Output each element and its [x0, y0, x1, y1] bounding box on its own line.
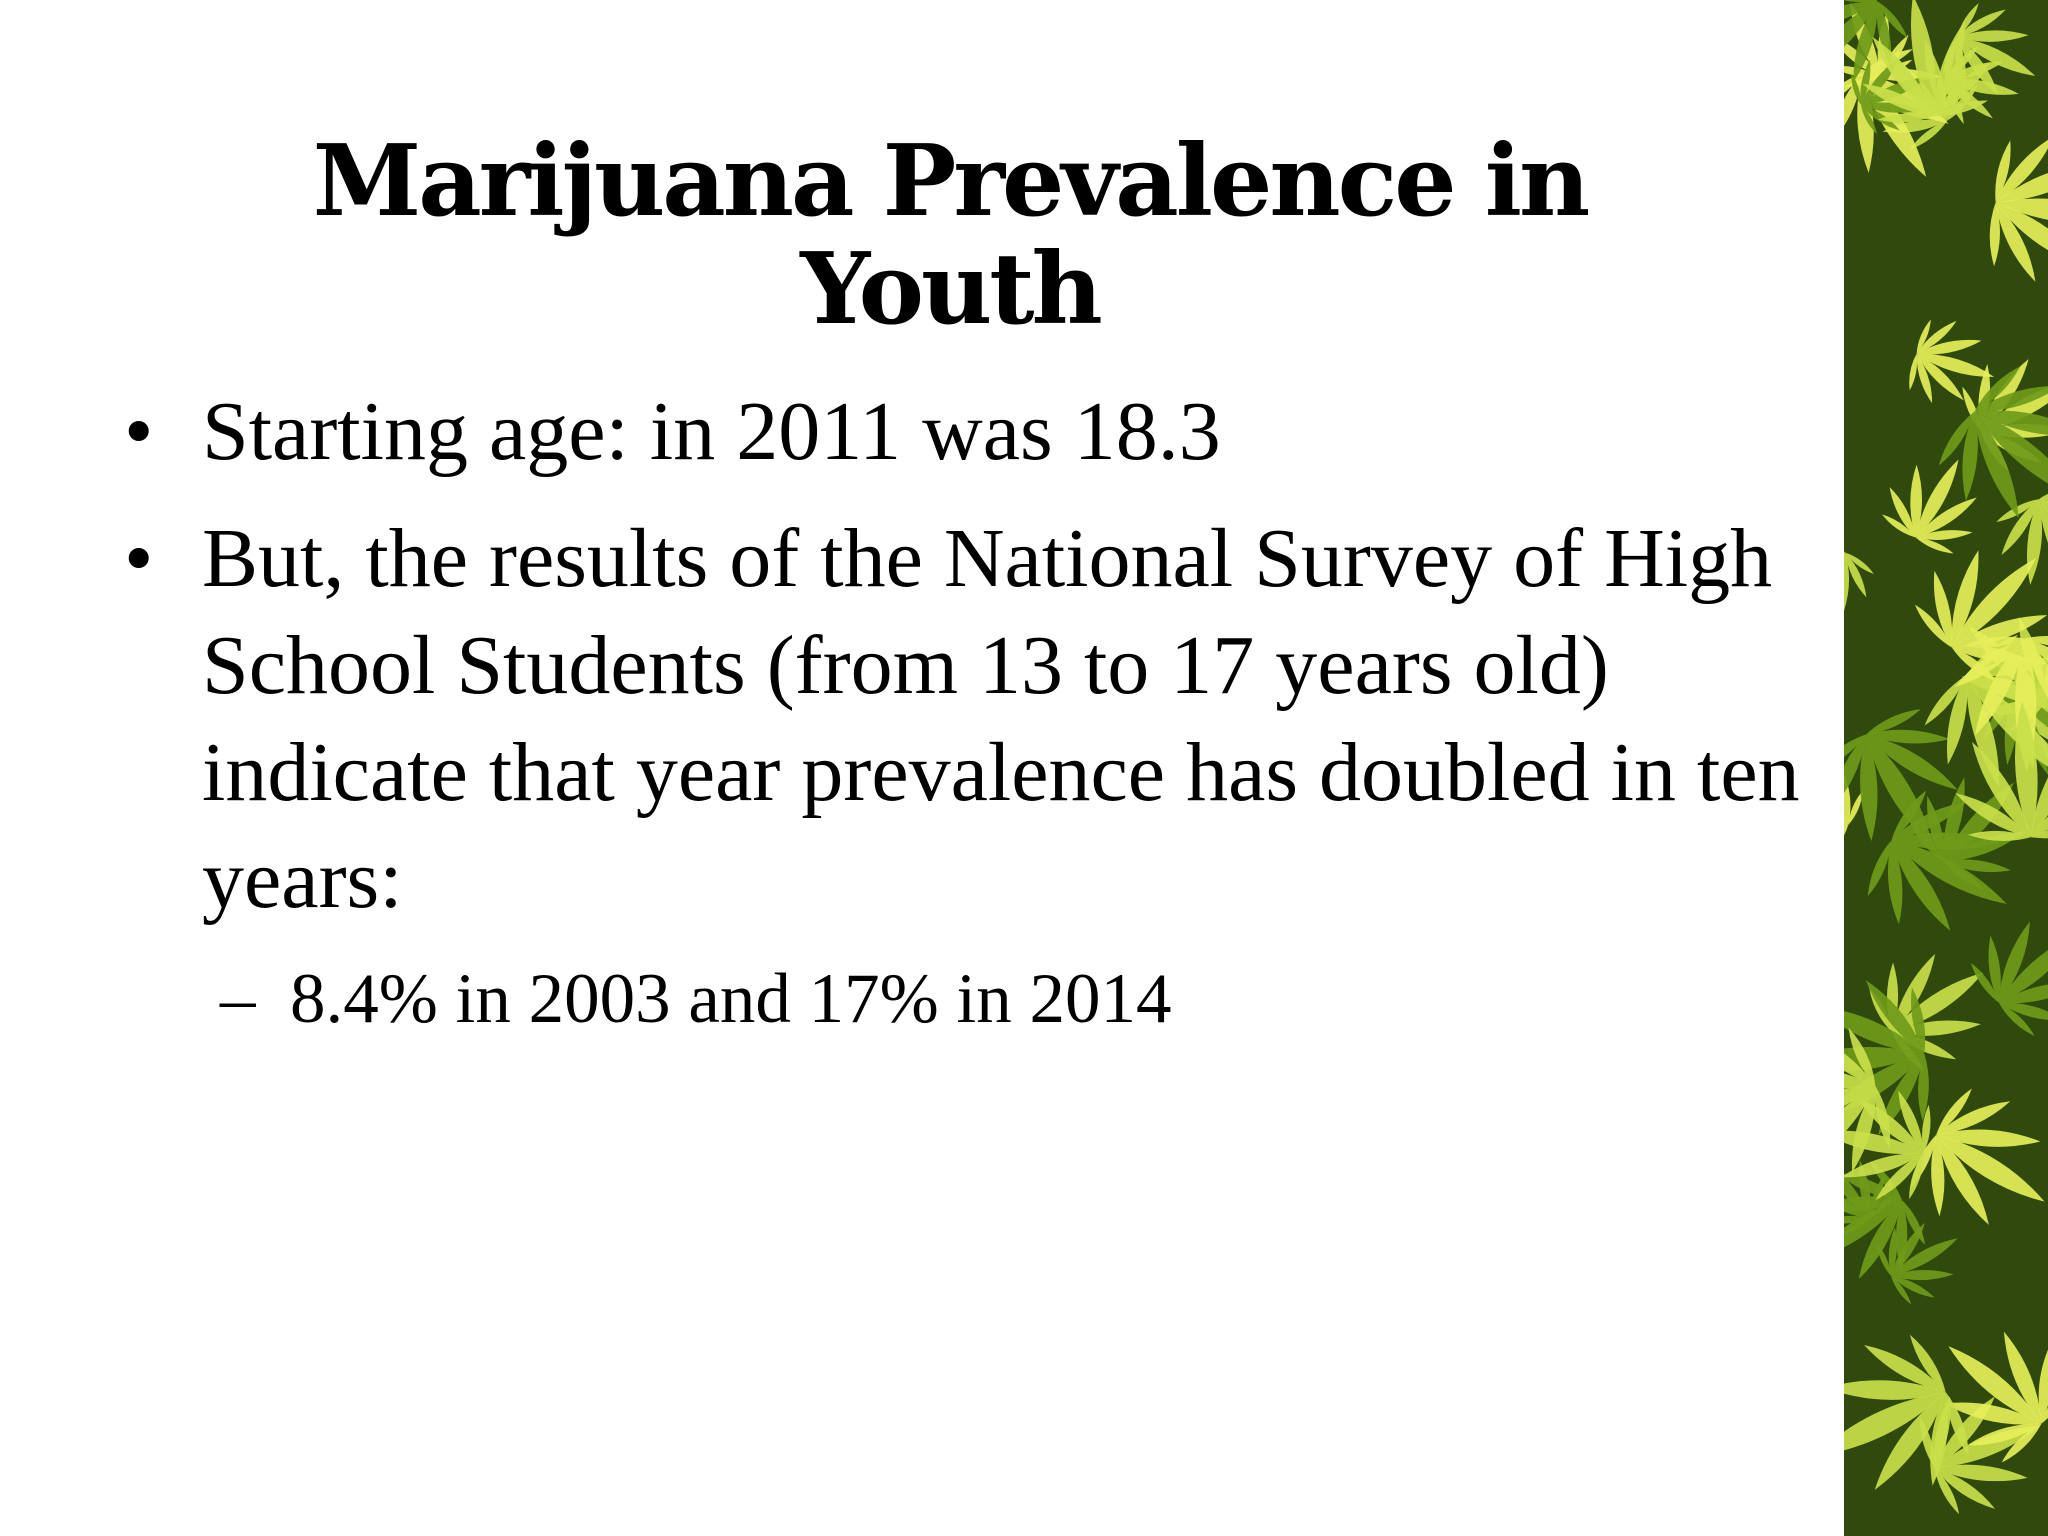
leaf-pattern-icon: [1844, 0, 2048, 1536]
bullet-text: Starting age: in 2011 was 18.3: [202, 385, 1221, 478]
bullet-marker: •: [124, 385, 154, 478]
sub-bullet-marker: –: [220, 960, 256, 1038]
sub-bullet-text: 8.4% in 2003 and 17% in 2014: [290, 960, 1172, 1038]
slide-title: Marijuana Prevalence in Youth: [312, 124, 1590, 347]
bullet-item: • Starting age: in 2011 was 18.3: [120, 378, 1820, 485]
cannabis-leaves-image: [1844, 0, 2048, 1536]
bullet-marker: •: [124, 512, 154, 605]
sub-bullet-item: – 8.4% in 2003 and 17% in 2014: [120, 953, 1820, 1045]
bullet-text: But, the results of the National Survey …: [202, 512, 1800, 926]
bullet-item: • But, the results of the National Surve…: [120, 505, 1820, 933]
slide-body: • Starting age: in 2011 was 18.3 • But, …: [120, 378, 1820, 1045]
